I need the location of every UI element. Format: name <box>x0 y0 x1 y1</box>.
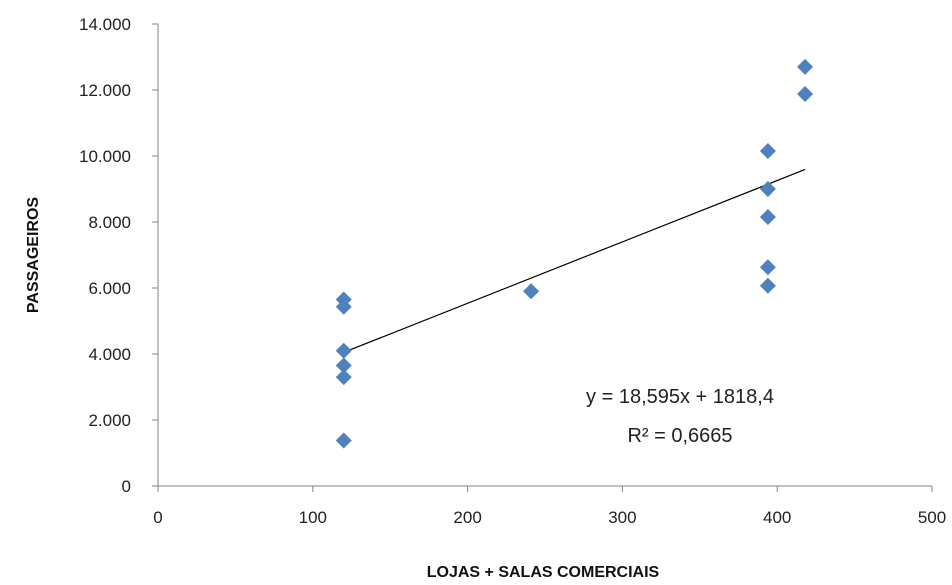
y-tick-label: 12.000 <box>79 81 131 100</box>
y-tick-label: 2.000 <box>88 411 131 430</box>
x-axis-title: LOJAS + SALAS COMERCIAIS <box>427 564 660 581</box>
data-point <box>797 58 814 75</box>
data-points <box>335 58 814 449</box>
x-tick-label: 100 <box>299 508 327 527</box>
data-point <box>335 432 352 449</box>
axes <box>152 23 933 492</box>
data-point <box>335 298 352 315</box>
y-axis-title: PASSAGEIROS <box>25 197 42 314</box>
y-tick-label: 4.000 <box>88 345 131 364</box>
data-point <box>759 181 776 197</box>
x-tick-label: 300 <box>608 508 636 527</box>
data-point <box>759 143 776 160</box>
data-point <box>335 342 352 359</box>
data-point <box>335 357 352 374</box>
x-tick-label: 0 <box>153 508 162 527</box>
y-tick-label: 0 <box>122 477 131 496</box>
trendline-group <box>343 168 806 353</box>
data-point <box>759 277 776 294</box>
trendline-r-squared: R² = 0,6665 <box>627 425 732 447</box>
x-tick-label: 200 <box>453 508 481 527</box>
trendline <box>343 168 806 353</box>
data-point <box>523 283 540 300</box>
data-point <box>759 209 776 226</box>
y-tick-label: 6.000 <box>88 279 131 298</box>
y-tick-label: 8.000 <box>88 213 131 232</box>
y-tick-label: 10.000 <box>79 147 131 166</box>
tick-labels: 0 2.000 4.000 6.000 8.000 10.000 12.000 14.000 0… <box>79 15 946 527</box>
trendline-equation: y = 18,595x + 1818,4 <box>586 386 774 408</box>
x-tick-label: 500 <box>918 508 946 527</box>
data-point <box>335 369 352 386</box>
x-tick-label: 400 <box>763 508 791 527</box>
data-point <box>797 85 814 102</box>
data-point <box>759 259 776 276</box>
y-tick-label: 14.000 <box>79 15 131 34</box>
